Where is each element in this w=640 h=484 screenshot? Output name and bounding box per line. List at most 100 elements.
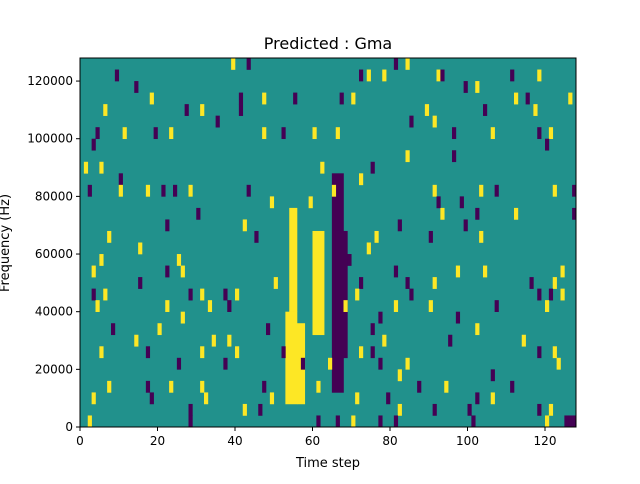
heatmap-cell: [537, 127, 542, 140]
heatmap-cell: [490, 369, 495, 382]
heatmap-cell: [514, 207, 519, 220]
x-tick-label: 20: [150, 434, 165, 448]
heatmap-cell: [145, 346, 151, 359]
heatmap-cell: [339, 92, 344, 105]
heatmap-cell: [428, 300, 433, 312]
heatmap-cell: [351, 415, 356, 428]
y-tick-label: 80000: [35, 189, 73, 203]
heatmap-cell: [266, 323, 271, 336]
heatmap-cell: [409, 288, 414, 301]
heatmap-cell: [455, 265, 461, 278]
heatmap-cell: [475, 392, 480, 405]
heatmap-cell: [320, 161, 325, 174]
heatmap-cell: [552, 346, 557, 359]
heatmap-cell: [355, 288, 360, 301]
heatmap-cell: [242, 219, 247, 232]
heatmap-cell: [397, 403, 402, 416]
heatmap-cell: [545, 300, 550, 312]
heatmap-cell: [246, 184, 251, 197]
heatmap-cell: [545, 415, 550, 428]
heatmap-cell: [510, 69, 515, 82]
heatmap-cell: [529, 277, 534, 289]
heatmap-cell: [347, 254, 352, 266]
heatmap-cell: [138, 277, 143, 289]
heatmap-cell: [444, 380, 449, 393]
heatmap-cell: [436, 196, 441, 209]
heatmap-cell: [366, 69, 371, 82]
y-tick-label: 120000: [27, 74, 73, 88]
heatmap-cell: [316, 415, 321, 428]
heatmap-cell: [138, 242, 143, 255]
heatmap-cell: [572, 415, 577, 428]
heatmap-cell: [149, 92, 154, 105]
y-tick-label: 60000: [35, 247, 73, 261]
heatmap-cell: [258, 403, 263, 416]
heatmap-cell: [510, 380, 515, 393]
heatmap-background: [80, 58, 577, 428]
heatmap-cell: [242, 403, 247, 416]
heatmap-cell: [556, 357, 561, 370]
heatmap-cell: [134, 334, 139, 347]
heatmap-cell: [475, 207, 480, 220]
x-tick-label: 60: [305, 434, 320, 448]
heatmap-cell: [281, 127, 286, 140]
heatmap-cell: [145, 380, 151, 393]
y-tick-label: 100000: [27, 132, 73, 146]
heatmap-cell: [359, 69, 364, 82]
heatmap-cell: [99, 346, 104, 359]
heatmap-cell: [393, 300, 399, 312]
heatmap-cell: [359, 346, 364, 359]
heatmap-cell: [440, 69, 445, 82]
x-tick-label: 100: [456, 434, 479, 448]
heatmap-cell: [537, 69, 542, 82]
heatmap-cell: [196, 207, 201, 220]
heatmap-cell: [235, 288, 240, 301]
heatmap-cell: [169, 380, 174, 393]
heatmap-cell: [153, 127, 158, 140]
heatmap-cell: [514, 92, 519, 105]
heatmap-cell: [107, 380, 112, 393]
heatmap-cell: [107, 230, 112, 243]
heatmap-cell: [436, 69, 441, 82]
x-tick-label: 0: [76, 434, 84, 448]
heatmap-cell: [370, 161, 375, 174]
heatmap-cell: [262, 380, 267, 393]
heatmap-cell: [273, 277, 278, 289]
heatmap-cell: [405, 357, 410, 370]
x-tick-label: 40: [227, 434, 242, 448]
heatmap-cell: [215, 115, 220, 128]
heatmap-cell: [254, 230, 259, 243]
heatmap-cell: [161, 184, 166, 197]
heatmap-cell: [238, 104, 244, 116]
heatmap-cell: [467, 403, 472, 416]
heatmap-cell: [475, 323, 480, 336]
heatmap-cell: [91, 138, 96, 151]
heatmap-cell: [432, 184, 437, 197]
heatmap-block: [285, 311, 298, 405]
chart-title: Predicted : Gma: [264, 34, 392, 53]
heatmap-cell: [479, 184, 484, 197]
heatmap-block: [335, 230, 348, 359]
heatmap-cell: [560, 265, 565, 278]
heatmap-cell: [335, 415, 340, 428]
heatmap-cell: [370, 323, 375, 336]
heatmap-cell: [103, 288, 108, 301]
x-tick-label: 120: [534, 434, 557, 448]
heatmap-cell: [552, 184, 557, 197]
heatmap-cell: [382, 69, 387, 82]
heatmap-cell: [145, 184, 151, 197]
heatmap-cell: [366, 242, 371, 255]
heatmap-cell: [560, 288, 565, 301]
heatmap-cell: [223, 357, 228, 370]
heatmap-cell: [331, 184, 337, 197]
heatmap-cell: [269, 392, 275, 405]
x-tick-label: 80: [382, 434, 397, 448]
heatmap-cell: [428, 230, 433, 243]
x-axis-label: Time step: [295, 456, 360, 471]
heatmap-cell: [134, 81, 139, 93]
heatmap-cell: [200, 288, 205, 301]
heatmap-cell: [374, 230, 379, 243]
heatmap-cell: [378, 357, 383, 370]
x-axis-ticks: 0 20 40 60 80 100 120: [76, 427, 556, 448]
